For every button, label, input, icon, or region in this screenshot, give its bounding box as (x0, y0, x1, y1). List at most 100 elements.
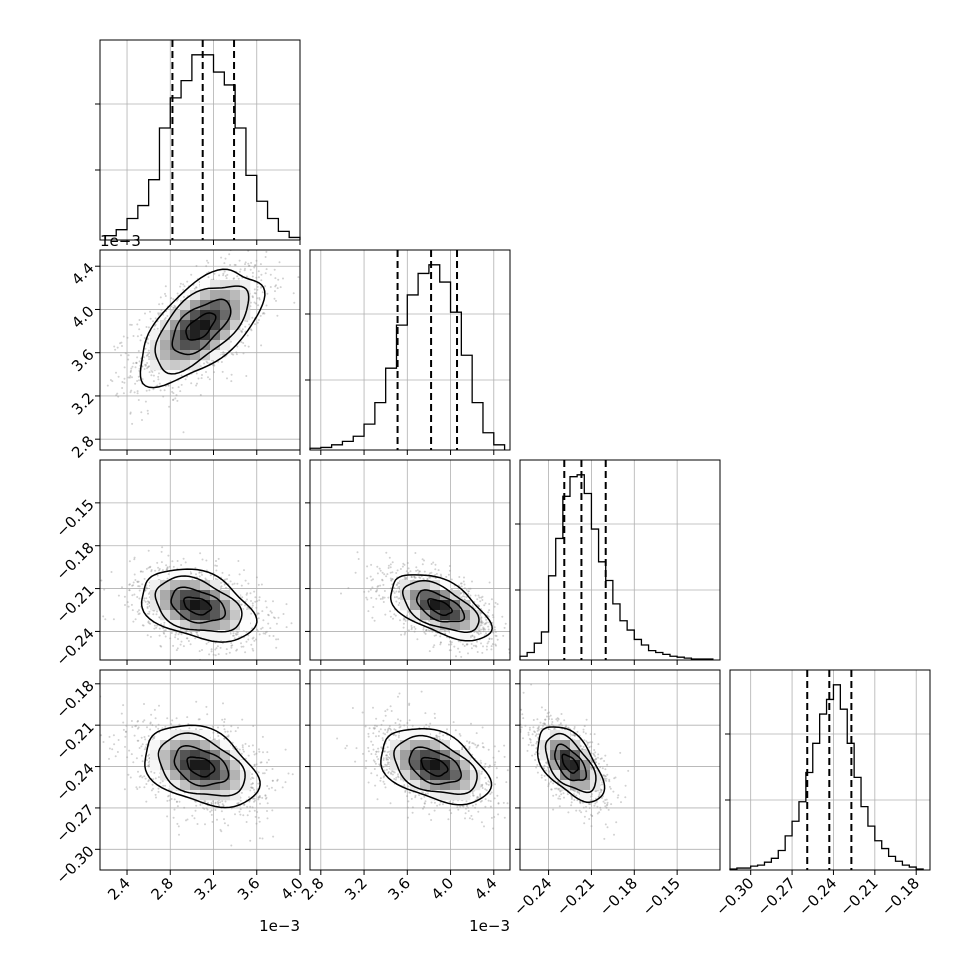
sample-point (155, 613, 158, 616)
sample-point (240, 584, 243, 587)
density-cell (200, 600, 211, 611)
sample-point (481, 595, 484, 598)
density-cell (220, 330, 231, 341)
sample-point (254, 323, 257, 326)
sample-point (226, 578, 228, 580)
sample-point (414, 627, 417, 630)
sample-point (131, 365, 134, 368)
sample-point (273, 617, 276, 619)
sample-point (528, 633, 530, 635)
sample-point (379, 598, 382, 600)
sample-point (158, 568, 161, 570)
density-cell (470, 610, 481, 621)
sample-point (278, 261, 281, 264)
sample-point (209, 810, 212, 813)
density-cell (430, 600, 441, 611)
sample-point (251, 627, 254, 630)
sample-point (236, 241, 238, 243)
sample-point (257, 304, 260, 307)
sample-point (423, 631, 426, 634)
sample-point (372, 606, 375, 608)
sample-point (161, 780, 164, 783)
sample-point (510, 629, 512, 631)
sample-point (183, 296, 185, 298)
sample-point (136, 610, 139, 613)
sample-point (460, 596, 463, 599)
sample-point (160, 309, 163, 311)
sample-point (209, 574, 212, 577)
sample-point (251, 637, 254, 640)
sample-point (177, 386, 180, 389)
sample-point (180, 633, 183, 636)
sample-point (388, 556, 391, 559)
sample-point (408, 611, 411, 614)
sample-point (104, 618, 107, 621)
sample-point (147, 365, 150, 368)
sample-point (242, 342, 245, 344)
sample-point (123, 595, 126, 598)
sample-point (122, 335, 125, 338)
sample-point (201, 573, 203, 576)
sample-point (270, 786, 273, 789)
sample-point (233, 637, 236, 640)
sample-point (211, 820, 214, 823)
density-cell (230, 280, 241, 291)
sample-point (462, 580, 465, 583)
sample-point (370, 596, 373, 599)
sample-point (225, 652, 228, 655)
sample-point (247, 638, 250, 641)
sample-point (153, 771, 156, 774)
sample-point (222, 272, 225, 275)
sample-point (340, 592, 342, 595)
sample-point (485, 621, 488, 624)
sample-point (467, 590, 470, 593)
sample-point (275, 638, 278, 641)
density-cell (180, 330, 191, 341)
sample-point (197, 634, 200, 637)
sample-point (480, 619, 483, 621)
sample-point (155, 796, 157, 799)
sample-point (254, 600, 257, 603)
density-cell (400, 580, 411, 591)
sample-point (232, 632, 235, 635)
sample-point (419, 577, 422, 579)
sample-point (233, 582, 236, 585)
sample-point (476, 640, 478, 643)
sample-point (470, 647, 473, 650)
sample-point (129, 323, 132, 326)
sample-point (183, 285, 186, 288)
sample-point (382, 601, 385, 603)
density-cell (430, 590, 441, 601)
sample-point (478, 605, 480, 608)
density-cell (450, 630, 461, 641)
sample-point (250, 612, 253, 615)
sample-point (220, 361, 223, 363)
sample-point (205, 559, 208, 562)
sample-point (250, 600, 252, 602)
sample-point (124, 604, 126, 606)
sample-point (133, 558, 136, 561)
sample-point (383, 596, 386, 599)
sample-point (156, 610, 158, 613)
sample-point (256, 612, 259, 615)
sample-point (240, 642, 242, 645)
sample-point (207, 261, 210, 264)
sample-point (159, 389, 162, 392)
sample-point (159, 296, 162, 299)
density-cell (180, 340, 191, 351)
sample-point (253, 288, 256, 291)
sample-point (478, 630, 481, 633)
sample-point (265, 250, 268, 253)
sample-point (480, 621, 482, 624)
sample-point (248, 323, 251, 326)
sample-point (258, 820, 261, 823)
sample-point (143, 337, 146, 339)
sample-point (158, 627, 161, 630)
sample-point (272, 616, 275, 619)
sample-point (148, 365, 151, 368)
sample-point (240, 341, 243, 344)
sample-point (245, 640, 248, 643)
sample-point (215, 564, 218, 567)
sample-point (257, 319, 260, 321)
density-cell (220, 340, 231, 351)
